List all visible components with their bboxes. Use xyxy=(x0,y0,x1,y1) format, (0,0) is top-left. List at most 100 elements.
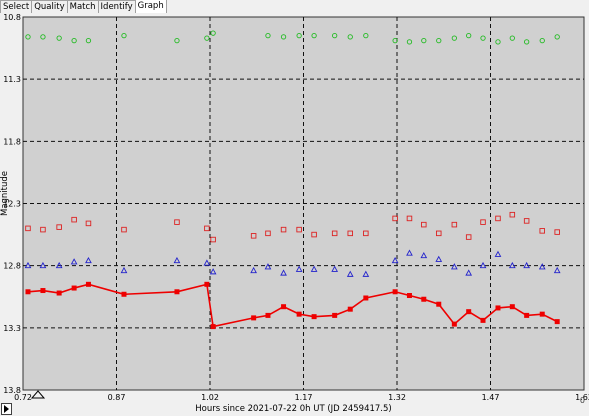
triangle-point xyxy=(310,265,318,272)
circle-point xyxy=(406,39,413,45)
line-point xyxy=(174,289,180,295)
square-point xyxy=(436,230,442,237)
triangle-point xyxy=(420,251,428,259)
y-tick-label: 10.8 xyxy=(3,13,21,22)
circle-point xyxy=(392,37,398,44)
play-button[interactable] xyxy=(1,403,12,415)
x-tick-label: 1.32 xyxy=(388,393,406,402)
triangle-point xyxy=(250,266,257,274)
line-point xyxy=(25,289,31,295)
square-point xyxy=(265,230,271,237)
triangle-point xyxy=(55,261,63,269)
line-point xyxy=(296,311,302,317)
line-point xyxy=(480,317,486,323)
y-tick-label: 11.8 xyxy=(3,137,21,146)
square-point xyxy=(347,230,354,237)
line-point xyxy=(347,306,353,312)
y-tick-label: 12.3 xyxy=(3,200,21,209)
y-axis-label: Magnitude xyxy=(0,171,10,216)
square-point xyxy=(406,215,413,222)
square-point xyxy=(280,226,287,233)
circle-point xyxy=(509,35,515,41)
square-point xyxy=(210,236,216,243)
square-point xyxy=(71,216,77,223)
square-point xyxy=(363,230,369,237)
circle-point xyxy=(296,33,302,39)
triangle-point xyxy=(295,265,303,272)
triangle-point xyxy=(280,269,287,276)
square-point xyxy=(85,220,92,227)
circle-point xyxy=(71,37,77,44)
triangle-point xyxy=(264,263,272,270)
tab-quality[interactable]: Quality xyxy=(31,0,68,13)
triangle-point xyxy=(346,270,354,277)
circle-point xyxy=(210,30,216,36)
triangle-point xyxy=(39,261,47,269)
square-point xyxy=(465,234,472,240)
triangle-point xyxy=(209,268,217,275)
circle-point xyxy=(524,39,530,45)
line-point xyxy=(406,293,412,299)
line-point xyxy=(281,304,287,310)
square-point xyxy=(121,226,127,233)
circle-point xyxy=(121,33,127,39)
tab-bar: Select Quality Match Identify Graph xyxy=(0,0,167,13)
circle-point xyxy=(539,37,545,44)
triangle-point xyxy=(450,263,458,270)
square-point xyxy=(40,226,46,233)
x-tick-label: 1.02 xyxy=(201,393,219,402)
triangle-point xyxy=(494,250,502,257)
line-point xyxy=(554,319,560,325)
square-point xyxy=(204,225,210,232)
square-point xyxy=(296,226,302,233)
square-point xyxy=(421,221,427,228)
circle-point xyxy=(40,34,46,40)
triangle-point xyxy=(85,256,92,264)
bottom-right-label: 0 xyxy=(579,396,585,405)
tab-select[interactable]: Select xyxy=(0,0,33,13)
line-point xyxy=(121,291,127,297)
square-point xyxy=(480,219,486,225)
circle-point xyxy=(85,37,92,44)
triangle-point xyxy=(538,263,546,270)
triangle-point xyxy=(173,256,181,264)
triangle-point xyxy=(24,261,32,269)
circle-point xyxy=(311,33,317,39)
triangle-point xyxy=(508,261,516,269)
line-point xyxy=(265,312,271,318)
tab-graph[interactable]: Graph xyxy=(134,0,167,13)
circle-point xyxy=(436,37,442,44)
triangle-point xyxy=(479,261,487,269)
circle-point xyxy=(421,37,427,44)
triangle-point xyxy=(465,269,473,276)
y-tick-label: 12.8 xyxy=(3,262,21,271)
triangle-point xyxy=(406,249,413,256)
line-point xyxy=(509,304,515,310)
circle-point xyxy=(466,33,472,39)
tab-identify[interactable]: Identify xyxy=(97,0,136,13)
line-point xyxy=(392,289,398,295)
square-point xyxy=(174,219,180,225)
origin-marker-icon xyxy=(30,390,46,399)
line-point xyxy=(40,288,46,294)
square-point xyxy=(451,221,458,228)
line-point xyxy=(332,312,338,318)
line-point xyxy=(251,315,257,321)
square-point xyxy=(509,211,516,218)
triangle-point xyxy=(391,256,399,264)
y-tick-label: 13.3 xyxy=(3,324,21,333)
square-point xyxy=(539,228,545,234)
circle-point xyxy=(56,35,62,41)
line-point xyxy=(466,309,472,315)
square-point xyxy=(311,231,317,238)
x-tick-label: 1.47 xyxy=(482,393,500,402)
line-point xyxy=(539,311,545,317)
tab-match[interactable]: Match xyxy=(66,0,99,13)
circle-point xyxy=(495,39,501,45)
line-point xyxy=(495,305,501,311)
line-point xyxy=(311,314,317,320)
x-tick-label: 0.72 xyxy=(14,393,32,402)
square-point xyxy=(250,233,257,239)
square-point xyxy=(554,229,560,235)
